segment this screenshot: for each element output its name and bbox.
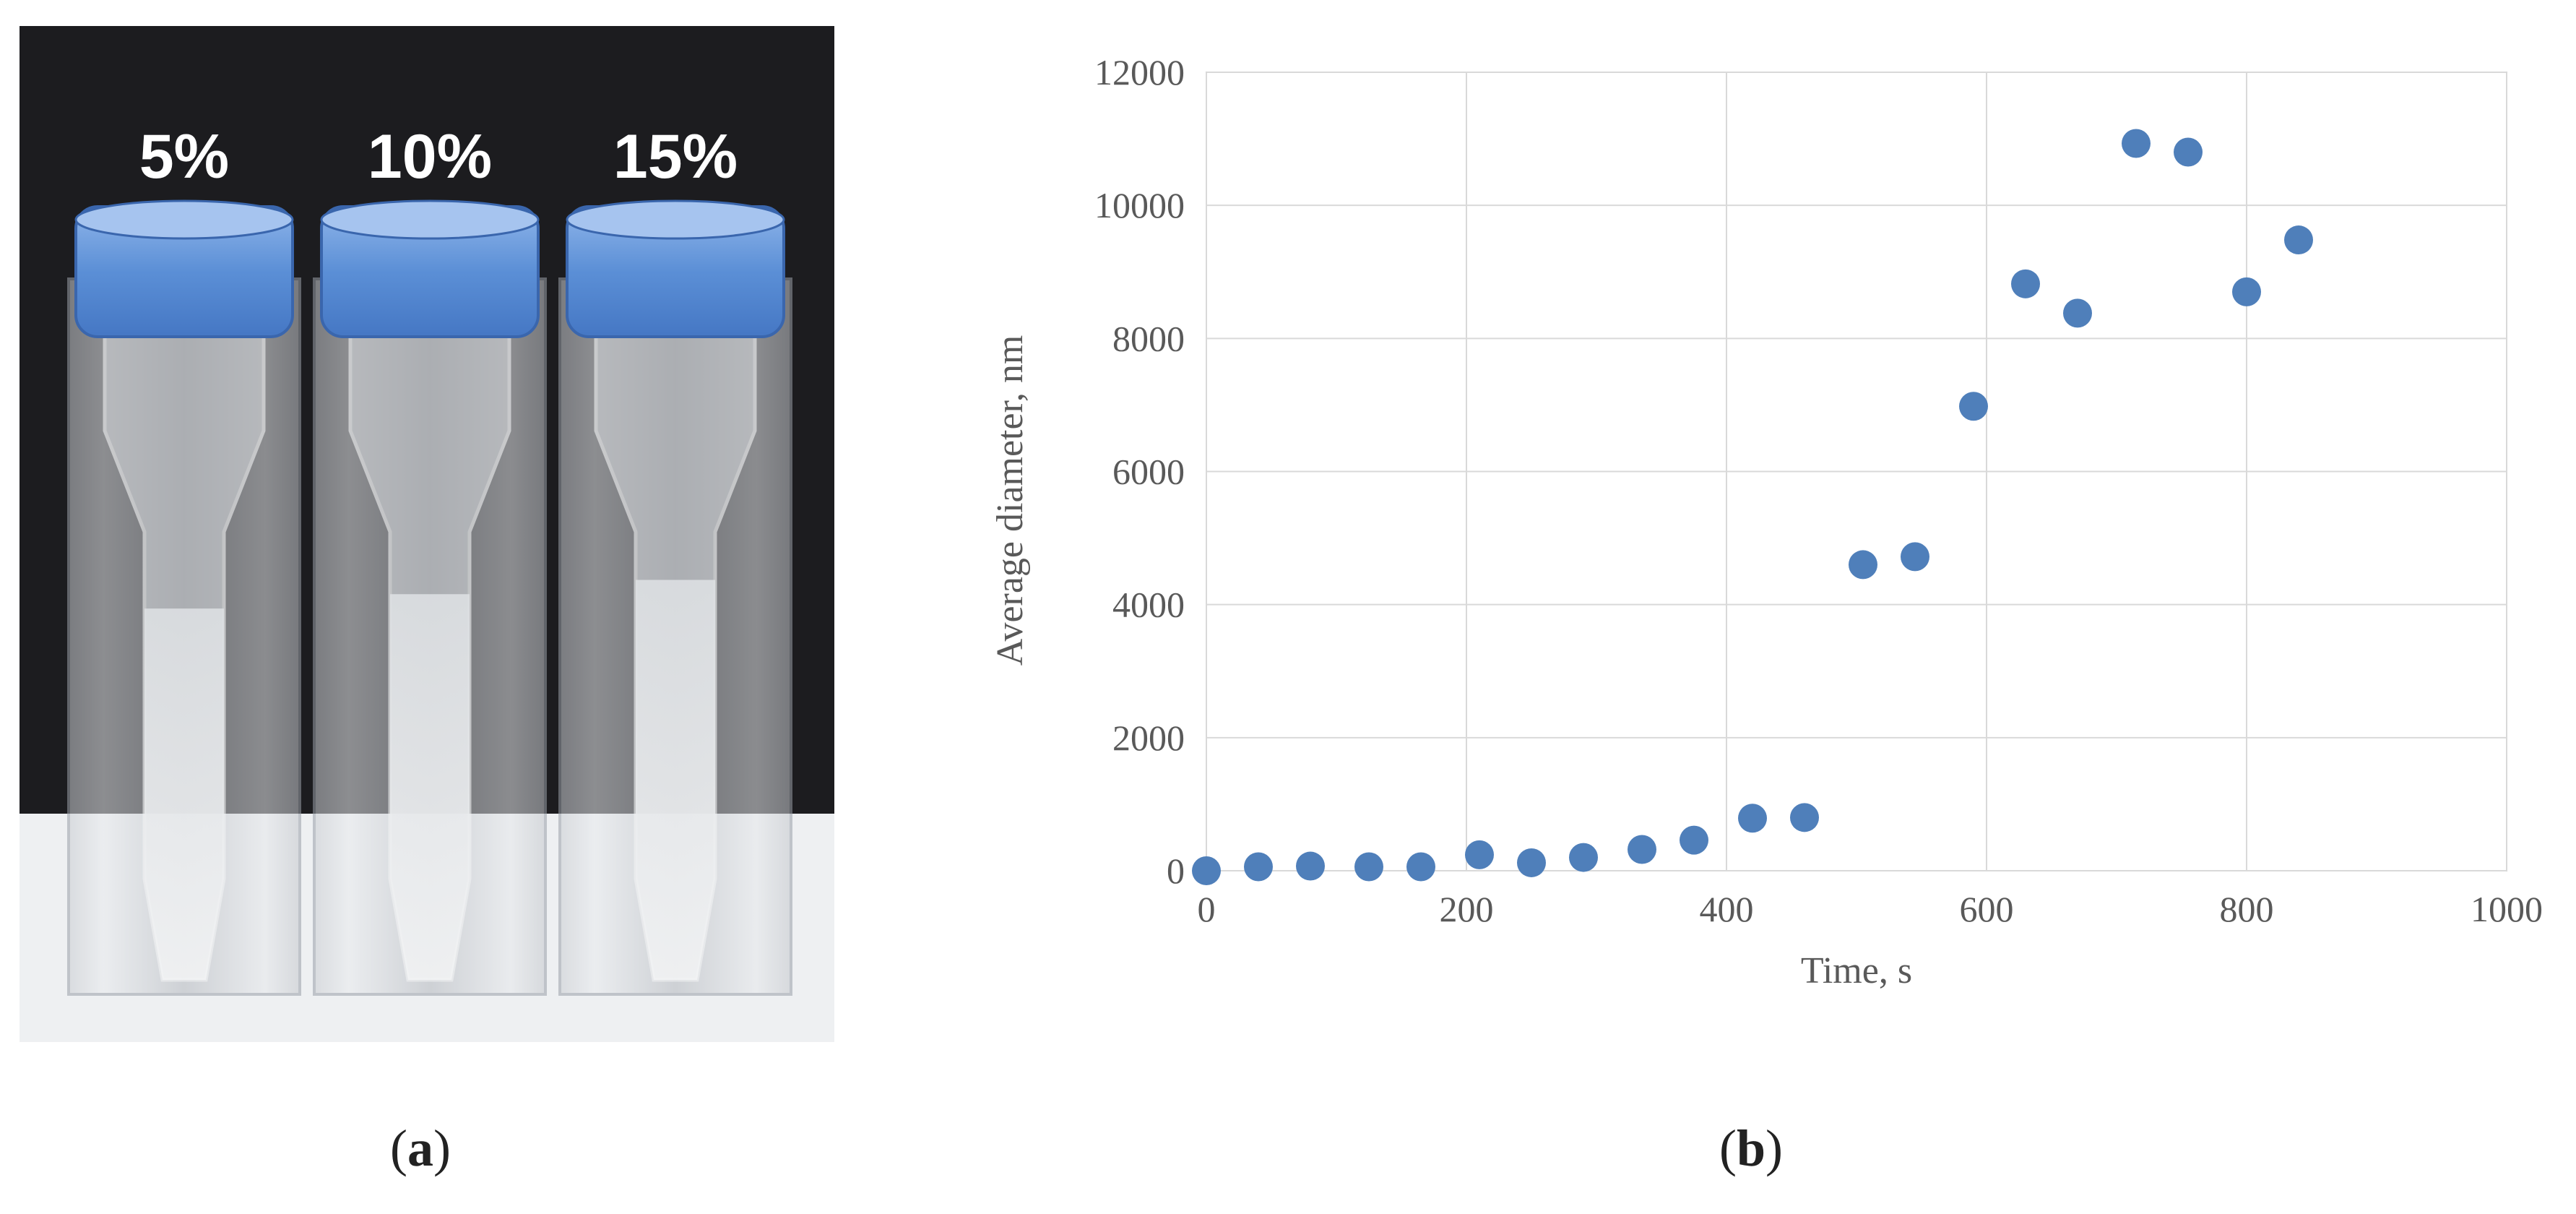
caption-a-letter: a <box>407 1119 433 1177</box>
data-point <box>1628 835 1656 864</box>
y-tick-label: 8000 <box>1112 318 1185 358</box>
cuvette <box>67 199 301 996</box>
y-tick-label: 6000 <box>1112 452 1185 492</box>
concentration-label: 10% <box>368 122 492 191</box>
data-point <box>1244 852 1273 882</box>
caption-b-letter: b <box>1736 1119 1766 1177</box>
cuvette <box>558 199 792 996</box>
y-tick-label: 2000 <box>1112 718 1185 758</box>
scatter-chart-panel-b: 0 200 400 600 800 1000 0 2000 4000 6000 8000 10000… <box>903 29 2572 1084</box>
concentration-label: 5% <box>139 122 229 191</box>
data-point <box>1849 550 1877 580</box>
data-point <box>1790 803 1819 832</box>
y-tick-label: 12000 <box>1094 52 1185 92</box>
y-axis-label: Average diameter, nm <box>990 335 1031 666</box>
data-point <box>1354 852 1383 882</box>
data-point <box>2174 137 2203 167</box>
x-axis-label: Time, s <box>1801 950 1912 991</box>
x-tick-label: 400 <box>1700 889 1754 929</box>
data-point <box>2063 298 2092 328</box>
photo-panel-a: 5% 10% 15% <box>20 26 834 1042</box>
cuvette-cap-top <box>320 199 540 240</box>
data-point <box>1296 851 1325 881</box>
data-point <box>1959 392 1988 421</box>
cuvette-photo: 5% 10% 15% <box>20 26 834 1042</box>
x-tick-label: 0 <box>1198 889 1216 929</box>
cuvette-liquid <box>390 594 470 980</box>
x-tick-label: 600 <box>1960 889 2014 929</box>
cuvette <box>313 199 547 996</box>
data-point <box>1192 856 1221 885</box>
caption-b: (b) <box>1719 1119 1784 1177</box>
cuvette-liquid <box>144 608 224 980</box>
data-point <box>1406 852 1435 882</box>
x-tick-label: 1000 <box>2471 889 2543 929</box>
concentration-label: 15% <box>613 122 738 191</box>
data-point <box>1569 843 1598 872</box>
data-point <box>1901 542 1929 572</box>
y-tick-label: 0 <box>1167 851 1185 891</box>
caption-a: (a) <box>390 1119 451 1177</box>
data-point <box>1465 840 1494 869</box>
cuvette-cap-top <box>74 199 294 240</box>
cuvette-cap-top <box>566 199 785 240</box>
x-tick-label: 200 <box>1440 889 1494 929</box>
data-point <box>1517 848 1546 877</box>
cuvette-liquid <box>636 580 715 980</box>
data-point <box>2122 129 2151 158</box>
scatter-chart: 0 200 400 600 800 1000 0 2000 4000 6000 8000 10000… <box>990 52 2543 991</box>
data-point <box>1680 825 1708 855</box>
data-point <box>1738 804 1767 833</box>
x-tick-label: 800 <box>2220 889 2274 929</box>
y-tick-label: 10000 <box>1094 185 1185 225</box>
y-tick-label: 4000 <box>1112 585 1185 625</box>
data-point <box>2284 225 2313 255</box>
data-point <box>2011 269 2040 298</box>
data-point <box>2232 277 2261 306</box>
